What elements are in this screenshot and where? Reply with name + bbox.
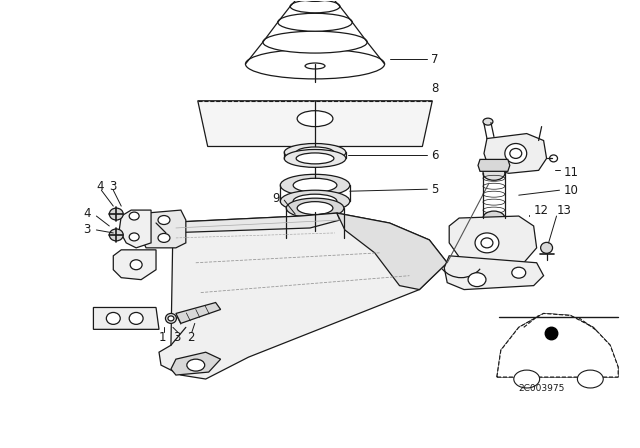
Ellipse shape (293, 194, 337, 208)
Polygon shape (198, 101, 432, 146)
Ellipse shape (297, 232, 333, 244)
Ellipse shape (481, 238, 493, 248)
Ellipse shape (129, 312, 143, 324)
Polygon shape (484, 134, 547, 173)
Text: 8: 8 (431, 82, 438, 95)
Ellipse shape (109, 229, 124, 241)
Ellipse shape (187, 359, 205, 371)
Polygon shape (141, 210, 186, 248)
Ellipse shape (280, 174, 350, 196)
Polygon shape (444, 256, 543, 289)
Ellipse shape (284, 150, 346, 168)
Text: 2: 2 (187, 331, 195, 344)
Polygon shape (337, 213, 447, 289)
Polygon shape (497, 314, 618, 377)
Ellipse shape (483, 118, 493, 125)
Ellipse shape (290, 0, 340, 13)
Polygon shape (478, 159, 510, 171)
Polygon shape (171, 352, 221, 375)
Polygon shape (176, 302, 221, 323)
Ellipse shape (280, 190, 350, 212)
Ellipse shape (278, 13, 352, 31)
Ellipse shape (263, 31, 367, 53)
Ellipse shape (106, 312, 120, 324)
Ellipse shape (299, 0, 331, 1)
Ellipse shape (483, 166, 505, 180)
Ellipse shape (297, 111, 333, 127)
Text: 12: 12 (534, 203, 548, 216)
Polygon shape (119, 210, 151, 248)
Ellipse shape (541, 242, 552, 253)
Ellipse shape (510, 148, 522, 159)
Ellipse shape (129, 212, 139, 220)
Ellipse shape (475, 233, 499, 253)
Ellipse shape (297, 202, 333, 215)
Text: 4: 4 (97, 180, 104, 193)
Text: 1: 1 (159, 331, 166, 344)
Ellipse shape (158, 215, 170, 224)
Text: 2C003975: 2C003975 (519, 384, 565, 393)
Text: 3: 3 (173, 331, 180, 344)
Text: 10: 10 (563, 184, 579, 197)
Ellipse shape (166, 314, 177, 323)
Polygon shape (113, 250, 156, 280)
Ellipse shape (305, 63, 325, 69)
Ellipse shape (483, 211, 505, 225)
Ellipse shape (158, 233, 170, 242)
Ellipse shape (246, 49, 385, 79)
Text: 7: 7 (431, 52, 439, 65)
Ellipse shape (286, 198, 344, 218)
Polygon shape (93, 307, 159, 329)
Text: 9: 9 (272, 192, 280, 205)
Text: 3: 3 (83, 224, 91, 237)
Ellipse shape (168, 316, 174, 321)
Ellipse shape (284, 143, 346, 161)
Polygon shape (156, 213, 340, 233)
Ellipse shape (293, 178, 337, 192)
Ellipse shape (296, 147, 334, 158)
Text: 13: 13 (557, 203, 572, 216)
Ellipse shape (514, 370, 540, 388)
Polygon shape (449, 216, 537, 268)
Ellipse shape (577, 370, 604, 388)
Ellipse shape (296, 153, 334, 164)
Ellipse shape (550, 155, 557, 162)
Polygon shape (497, 314, 618, 377)
Ellipse shape (512, 267, 525, 278)
Ellipse shape (505, 143, 527, 164)
Text: 6: 6 (431, 149, 439, 162)
Ellipse shape (286, 228, 344, 248)
Ellipse shape (468, 273, 486, 287)
Polygon shape (156, 213, 447, 379)
Ellipse shape (130, 260, 142, 270)
Text: 5: 5 (431, 183, 438, 196)
Ellipse shape (109, 208, 124, 220)
Ellipse shape (129, 233, 139, 241)
Text: 11: 11 (563, 166, 579, 179)
Text: 4: 4 (83, 207, 91, 220)
Text: 3: 3 (109, 180, 116, 193)
